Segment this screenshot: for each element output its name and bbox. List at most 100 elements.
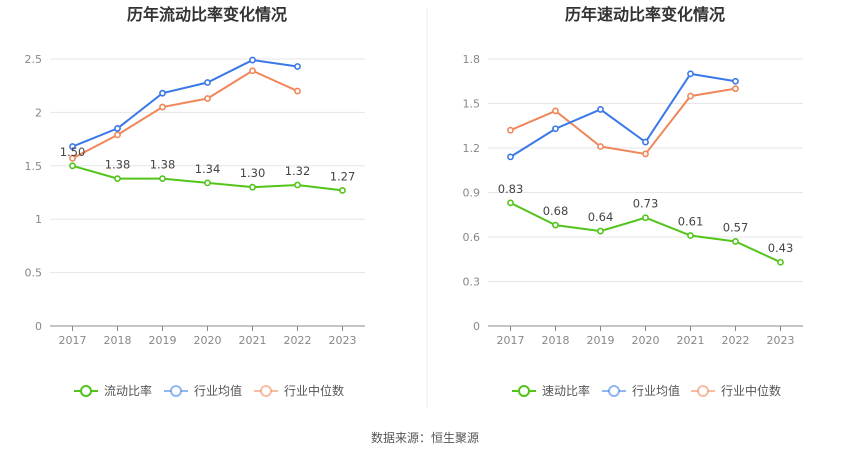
data-point [249, 67, 256, 75]
data-point [732, 238, 739, 245]
data-point [114, 131, 121, 139]
data-point [294, 63, 301, 70]
data-point [69, 162, 76, 170]
y-tick-label: 1.5 [463, 98, 481, 111]
x-tick-label: 2019 [587, 334, 615, 347]
y-tick-label: 0.9 [463, 187, 481, 200]
chart-title: 历年流动比率变化情况 [127, 5, 287, 24]
legend-marker [608, 385, 620, 397]
data-point [159, 89, 166, 97]
data-point [507, 199, 514, 207]
chart-title: 历年速动比率变化情况 [565, 5, 725, 24]
x-tick-label: 2022 [284, 334, 312, 347]
data-label: 1.32 [285, 164, 311, 178]
legend-marker [518, 385, 530, 397]
legend-label: 行业中位数 [721, 383, 781, 398]
x-tick-label: 2020 [632, 334, 660, 347]
data-label: 1.30 [240, 166, 266, 180]
x-tick-label: 2023 [329, 334, 357, 347]
x-tick-label: 2022 [722, 334, 750, 347]
x-tick-label: 2017 [59, 334, 87, 347]
data-label: 1.50 [60, 145, 86, 159]
x-tick-label: 2021 [239, 334, 267, 347]
y-tick-label: 0.5 [25, 267, 43, 280]
data-point [597, 227, 604, 235]
data-label: 0.43 [768, 241, 794, 255]
data-point [114, 175, 121, 183]
data-point [249, 183, 256, 191]
data-point [552, 125, 559, 133]
data-point [687, 70, 694, 78]
data-point [159, 103, 166, 111]
data-point [69, 143, 76, 150]
data-point [642, 138, 649, 146]
y-tick-label: 0 [35, 320, 42, 333]
series-line [72, 69, 298, 160]
data-point [732, 77, 739, 85]
data-point [249, 56, 256, 64]
legend-marker [260, 385, 272, 397]
x-tick-label: 2023 [767, 334, 795, 347]
data-point [294, 181, 301, 189]
y-tick-label: 0.3 [463, 276, 481, 289]
y-tick-label: 2.5 [25, 53, 43, 66]
data-point [552, 107, 559, 115]
quick-ratio-chart: 历年速动比率变化情况 0 0.3 0.6 0.9 1.2 1.5 1.8 2017 2018 201… [463, 5, 803, 398]
data-point [642, 214, 649, 222]
y-tick-label: 1.2 [463, 142, 481, 155]
y-tick-label: 1 [35, 213, 42, 226]
data-point [114, 125, 121, 132]
data-label: 1.34 [195, 162, 221, 176]
data-point [507, 153, 514, 161]
y-tick-label: 1.5 [25, 160, 43, 173]
legend-marker [697, 385, 709, 397]
data-label: 0.57 [723, 220, 749, 234]
current-ratio-chart: 历年流动比率变化情况 0 0.5 1 1.5 2 2.5 2017 2018 2019 2020 20… [25, 5, 365, 398]
x-tick-label: 2019 [149, 334, 177, 347]
data-point [687, 92, 694, 100]
data-point [204, 179, 211, 187]
data-label: 1.38 [150, 158, 176, 172]
data-point [294, 87, 301, 95]
data-label: 0.64 [588, 210, 614, 224]
x-tick-label: 2021 [677, 334, 705, 347]
legend-marker [80, 385, 92, 397]
y-tick-label: 2 [35, 106, 42, 119]
legend-label: 流动比率 [104, 383, 152, 398]
data-point [69, 154, 76, 162]
series-line [510, 87, 736, 156]
data-point [642, 150, 649, 158]
data-point [597, 106, 604, 113]
data-point [597, 143, 604, 150]
y-tick-label: 0.6 [463, 231, 481, 244]
legend-marker [170, 385, 182, 397]
legend-label: 速动比率 [542, 383, 590, 398]
data-point [204, 95, 211, 102]
data-point [687, 232, 694, 239]
data-label: 1.38 [105, 158, 131, 172]
legend-label: 行业均值 [632, 383, 680, 398]
data-point [339, 186, 346, 194]
data-label: 1.27 [330, 169, 356, 183]
data-point [507, 126, 514, 134]
legend-label: 行业中位数 [284, 383, 344, 398]
legend-label: 行业均值 [194, 383, 242, 398]
x-tick-label: 2017 [497, 334, 525, 347]
data-point [777, 258, 784, 266]
y-tick-label: 1.8 [463, 53, 481, 66]
data-point [552, 221, 559, 229]
x-tick-label: 2018 [542, 334, 570, 347]
source-note: 数据来源：恒生聚源 [371, 430, 479, 445]
data-label: 0.61 [678, 215, 704, 229]
x-tick-label: 2018 [104, 334, 132, 347]
data-label: 0.73 [633, 197, 659, 211]
data-label: 0.83 [498, 182, 524, 196]
series-line [72, 59, 298, 148]
data-point [732, 85, 739, 93]
data-point [204, 79, 211, 86]
x-tick-label: 2020 [194, 334, 222, 347]
data-point [159, 175, 166, 183]
series-line [509, 72, 736, 158]
data-label: 0.68 [543, 204, 569, 218]
